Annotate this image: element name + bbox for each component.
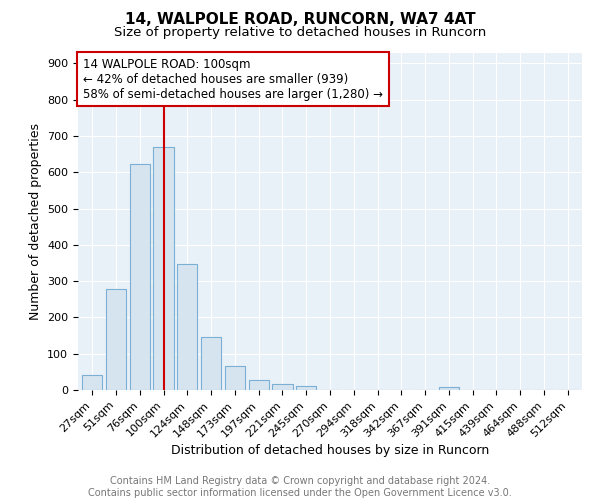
Bar <box>154 147 173 390</box>
Bar <box>82 375 103 390</box>
Text: Contains HM Land Registry data © Crown copyright and database right 2024.
Contai: Contains HM Land Registry data © Crown c… <box>88 476 512 498</box>
Bar <box>439 386 459 390</box>
Text: Size of property relative to detached houses in Runcorn: Size of property relative to detached ho… <box>114 26 486 39</box>
X-axis label: Distribution of detached houses by size in Runcorn: Distribution of detached houses by size … <box>171 444 489 458</box>
Bar <box>106 289 126 390</box>
Bar <box>201 338 221 390</box>
Bar <box>248 380 269 390</box>
Bar <box>296 386 316 390</box>
Bar <box>272 384 293 390</box>
Y-axis label: Number of detached properties: Number of detached properties <box>29 122 41 320</box>
Text: 14 WALPOLE ROAD: 100sqm
← 42% of detached houses are smaller (939)
58% of semi-d: 14 WALPOLE ROAD: 100sqm ← 42% of detache… <box>83 58 383 100</box>
Bar <box>130 164 150 390</box>
Text: 14, WALPOLE ROAD, RUNCORN, WA7 4AT: 14, WALPOLE ROAD, RUNCORN, WA7 4AT <box>125 12 475 28</box>
Bar <box>225 366 245 390</box>
Bar <box>177 264 197 390</box>
